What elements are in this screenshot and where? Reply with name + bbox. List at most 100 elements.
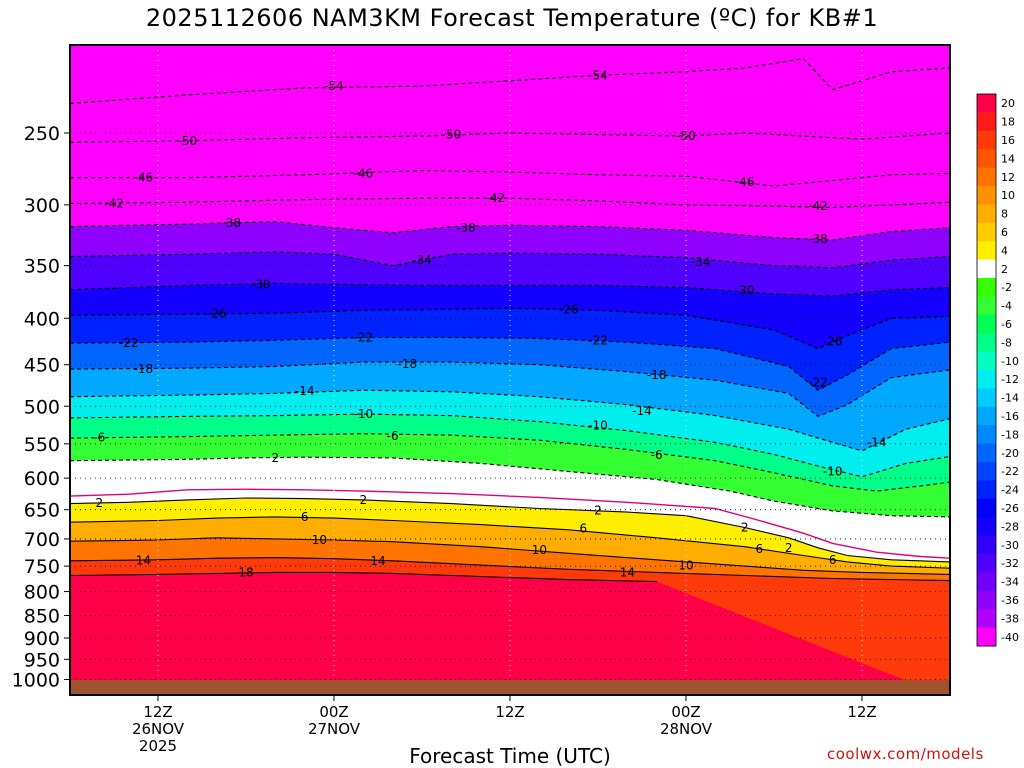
contour-label: 6 (756, 542, 764, 556)
colorbar-swatch (977, 278, 996, 297)
colorbar-label: -34 (1001, 576, 1019, 589)
colorbar-swatch (977, 259, 996, 279)
contour-label: 14 (136, 553, 151, 567)
x-tick-label: 12Z (847, 703, 876, 721)
x-tick-label: 28NOV (660, 720, 713, 738)
colorbar-label: -22 (1001, 465, 1019, 478)
colorbar-label: 12 (1001, 171, 1015, 184)
x-tick-label: 26NOV (132, 720, 185, 738)
colorbar-label: -14 (1001, 392, 1019, 405)
colorbar-swatch (977, 535, 996, 555)
y-tick-label: 400 (24, 308, 60, 330)
colorbar-label: 10 (1001, 189, 1015, 202)
colorbar-swatch (977, 149, 996, 169)
colorbar-label: 20 (1001, 97, 1015, 110)
contour-label: -42 (808, 199, 828, 213)
colorbar-swatch (977, 296, 996, 316)
contour-label: -6 (387, 429, 399, 443)
contour-label: -30 (735, 284, 755, 298)
colorbar-label: -28 (1001, 520, 1019, 533)
x-tick-label: 00Z (319, 703, 348, 721)
temperature-bands (70, 45, 950, 695)
colorbar-swatch (977, 222, 996, 242)
y-tick-label: 1000 (12, 670, 60, 692)
contour-label: -54 (808, 22, 828, 36)
contour-label: 2 (360, 493, 368, 507)
credit-link[interactable]: coolwx.com/models (827, 745, 984, 763)
colorbar-swatch (977, 167, 996, 187)
contour-label: 6 (580, 522, 588, 536)
y-tick-label: 450 (24, 355, 60, 377)
contour-label: -38 (222, 216, 242, 230)
contour-label: -54 (588, 68, 608, 82)
y-tick-label: 950 (24, 649, 60, 671)
colorbar-swatch (977, 406, 996, 426)
contour-label: 10 (532, 543, 547, 557)
contour-label: 2 (96, 496, 104, 510)
contour-6 (70, 516, 950, 569)
contour-14 (70, 557, 950, 582)
colorbar-label: -6 (1001, 318, 1012, 331)
contour-label: -58 (588, 16, 608, 30)
colorbar-swatch (977, 590, 996, 610)
chart-title: 2025112606 NAM3KM Forecast Temperature (… (145, 4, 879, 32)
x-tick-label: 27NOV (308, 720, 361, 738)
contour-label: -22 (119, 336, 139, 350)
y-tick-label: 250 (24, 123, 60, 145)
y-tick-label: 700 (24, 529, 60, 551)
contour-label: -26 (823, 334, 843, 348)
contour-label: -50 (442, 128, 462, 142)
colorbar-label: -18 (1001, 428, 1019, 441)
y-tick-label: 550 (24, 434, 60, 456)
colorbar-label: 16 (1001, 134, 1015, 147)
band-18 (70, 572, 943, 695)
colorbar-label: 18 (1001, 116, 1015, 129)
colorbar-label: 6 (1001, 226, 1008, 239)
contour-label: -14 (867, 435, 887, 449)
colorbar-label: -8 (1001, 336, 1012, 349)
contour--38 (70, 221, 950, 241)
colorbar-swatch (977, 388, 996, 408)
y-tick-label: 650 (24, 500, 60, 522)
colorbar-swatch (977, 351, 996, 371)
contour-label: -26 (559, 302, 579, 316)
contour-label: -6 (651, 448, 663, 462)
contour-label: -10 (823, 465, 843, 479)
colorbar-label: -32 (1001, 557, 1019, 570)
colorbar-swatch (977, 186, 996, 205)
y-axis: 2503003504004505005506006507007508008509… (12, 123, 70, 692)
colorbar-swatch (977, 112, 996, 132)
colorbar-label: -20 (1001, 447, 1019, 460)
contour-label: 2 (272, 451, 280, 465)
colorbar-swatch (977, 627, 996, 647)
colorbar-swatch (977, 480, 996, 500)
x-tick-label: 12Z (495, 703, 524, 721)
contour-label: -30 (251, 277, 271, 291)
colorbar-label: 4 (1001, 244, 1008, 257)
contour--26 (70, 307, 950, 350)
y-tick-label: 900 (24, 628, 60, 650)
colorbar-label: -30 (1001, 539, 1019, 552)
colorbar-label: -16 (1001, 410, 1019, 423)
contour-label: 14 (620, 565, 635, 579)
contour-label: -22 (354, 331, 374, 345)
y-tick-label: 500 (24, 396, 60, 418)
colorbar-label: -10 (1001, 355, 1019, 368)
contour-18 (70, 571, 657, 583)
contour--10 (70, 413, 950, 478)
x-tick-label: 2025 (139, 737, 177, 755)
contour-label: -46 (134, 171, 154, 185)
contour-lines (70, 45, 950, 583)
contour--2 (70, 456, 950, 518)
contour-label: -18 (398, 357, 418, 371)
contour-label: -46 (354, 166, 374, 180)
contour-label: -18 (647, 368, 667, 382)
contour-label: 2 (741, 520, 749, 534)
colorbar: 20 18 16 14 12 10 8 6 4 2 -2 -4 -6 -8 -10 -12 -14 -16 -18 -… (976, 93, 1019, 647)
contour--22 (70, 336, 950, 391)
colorbar-label: -26 (1001, 502, 1019, 515)
colorbar-swatch (977, 314, 996, 334)
colorbar-swatch (977, 94, 996, 113)
ground-bar (70, 680, 950, 695)
